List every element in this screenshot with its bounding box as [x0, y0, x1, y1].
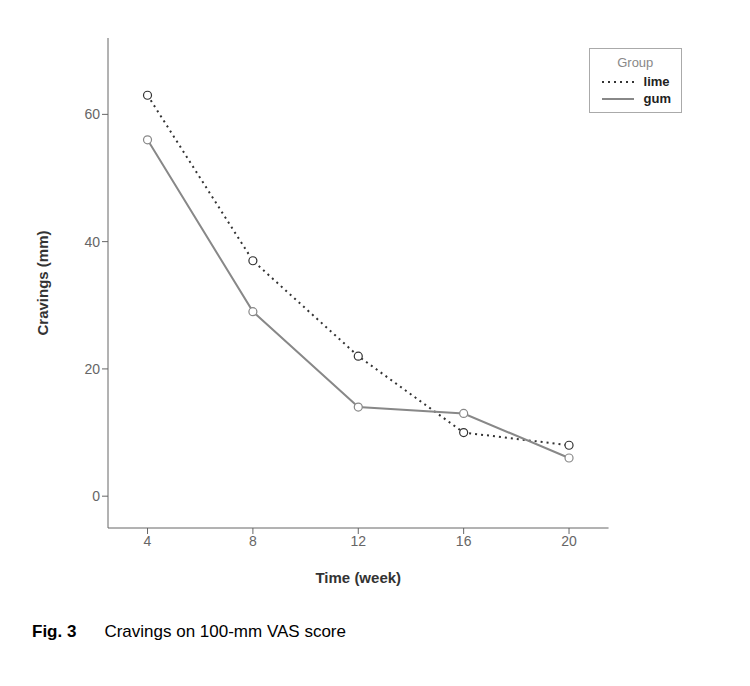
svg-text:40: 40 — [84, 234, 100, 250]
html-text:Cravings on 100-mm VAS score: Cravings on 100-mm VAS score — [104, 622, 346, 641]
html-text:Fig. 3: Fig. 3 — [32, 622, 77, 641]
svg-text:60: 60 — [84, 106, 100, 122]
svg-text:16: 16 — [456, 533, 472, 549]
svg-text:20: 20 — [84, 361, 100, 377]
svg-text:12: 12 — [350, 533, 366, 549]
svg-text:20: 20 — [561, 533, 577, 549]
svg-text:Time (week): Time (week) — [315, 569, 401, 586]
svg-text:0: 0 — [92, 488, 100, 504]
svg-text:8: 8 — [249, 533, 257, 549]
html-text:gum: gum — [643, 91, 671, 106]
svg-text:4: 4 — [144, 533, 152, 549]
svg-text:Cravings (mm): Cravings (mm) — [34, 230, 51, 335]
html-text:lime: lime — [643, 74, 670, 89]
html-text:Group: Group — [617, 55, 654, 70]
